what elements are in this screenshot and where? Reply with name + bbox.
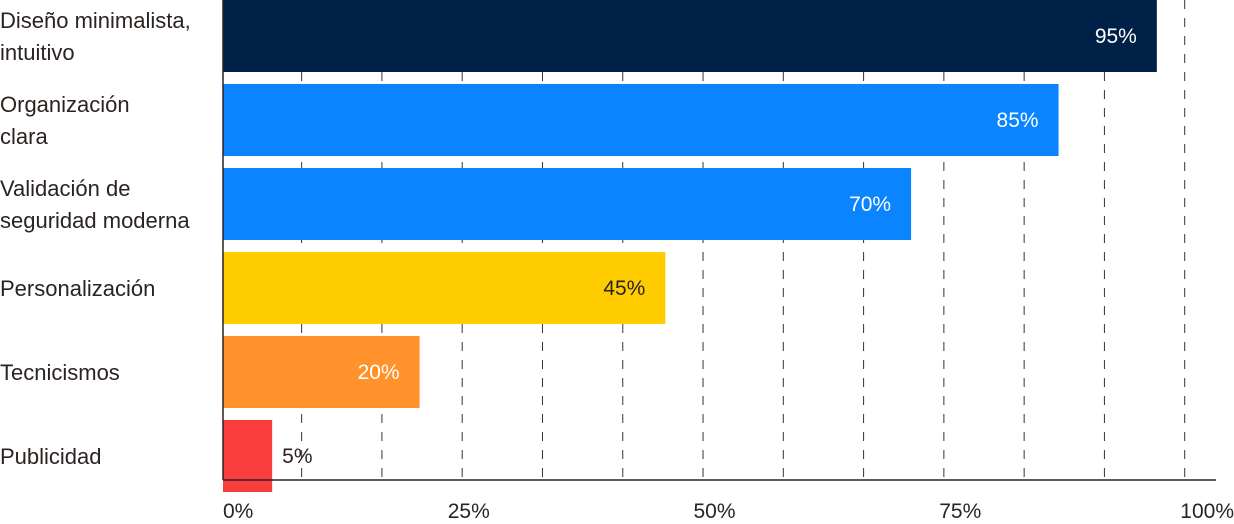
x-tick-label: 100%: [1180, 500, 1234, 523]
category-label: Personalización: [0, 276, 155, 301]
bar-value-label: 70%: [849, 193, 891, 216]
bar-value-label: 95%: [1095, 25, 1137, 48]
x-tick-labels: 0% 25% 50% 75% 100%: [223, 500, 1234, 523]
bar: [223, 420, 273, 492]
bar-value-label: 20%: [358, 361, 400, 384]
bar: [223, 84, 1059, 156]
x-tick-label: 50%: [693, 500, 735, 523]
bar: [223, 252, 666, 324]
x-tick-label: 25%: [448, 500, 490, 523]
category-label: seguridad moderna: [0, 208, 190, 233]
bar-value-label: 85%: [997, 109, 1039, 132]
bar: [223, 0, 1157, 72]
category-label: Organización: [0, 92, 130, 117]
bar: [223, 336, 420, 408]
category-label: clara: [0, 124, 48, 149]
bar: [223, 168, 912, 240]
category-labels: Diseño minimalista, intuitivo Organización…: [0, 8, 191, 469]
x-tick-label: 75%: [939, 500, 981, 523]
bar-value-label: 45%: [603, 277, 645, 300]
x-tick-label: 0%: [223, 500, 253, 523]
category-label: Validación de: [0, 176, 130, 201]
category-label: intuitivo: [0, 40, 75, 65]
bars: 95% 85% 70% 45% 20% 5%: [223, 0, 1157, 492]
category-label: Diseño minimalista,: [0, 8, 191, 33]
bar-value-label: 5%: [282, 445, 312, 468]
category-label: Publicidad: [0, 444, 102, 469]
category-label: Tecnicismos: [0, 360, 120, 385]
